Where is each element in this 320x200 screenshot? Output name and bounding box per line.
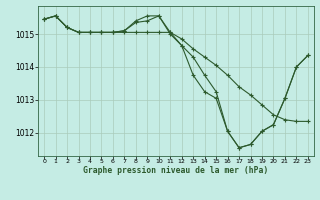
X-axis label: Graphe pression niveau de la mer (hPa): Graphe pression niveau de la mer (hPa)	[84, 166, 268, 175]
